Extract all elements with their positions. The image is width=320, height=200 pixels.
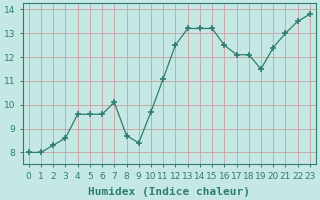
X-axis label: Humidex (Indice chaleur): Humidex (Indice chaleur) [88, 186, 250, 197]
